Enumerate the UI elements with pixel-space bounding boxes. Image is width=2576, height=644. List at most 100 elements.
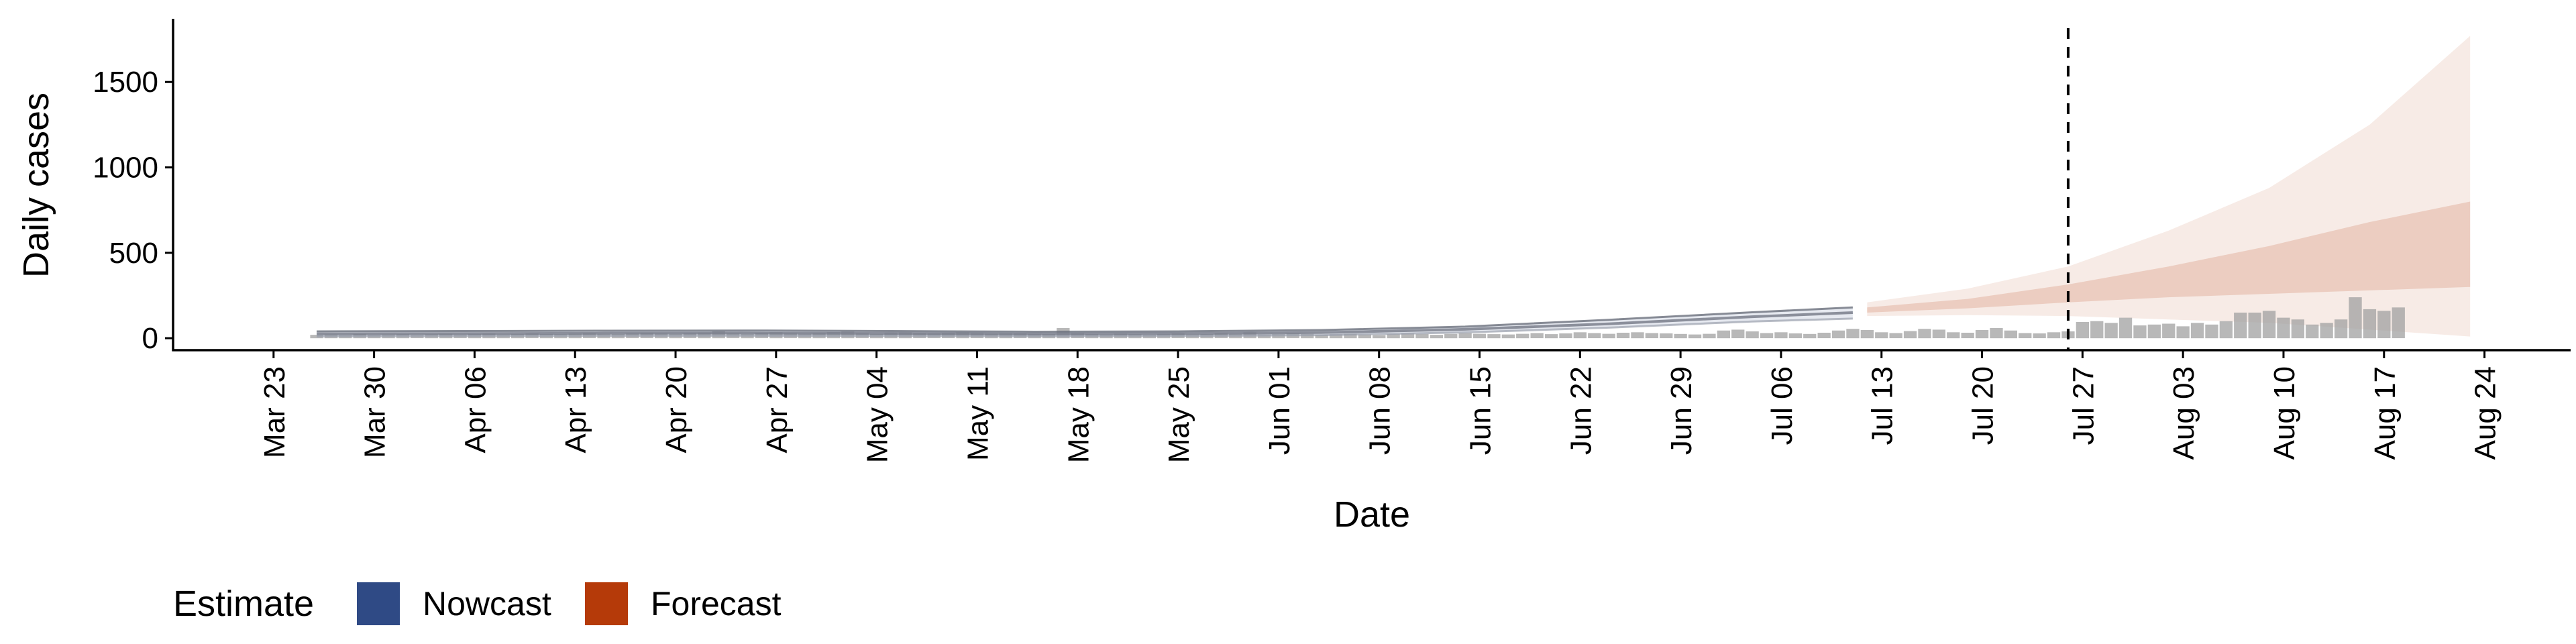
observed-bar <box>1645 333 1658 339</box>
observed-bar <box>1674 333 1687 339</box>
nowcast-median-line <box>316 311 1853 335</box>
observed-bar <box>1631 332 1644 339</box>
y-tick-label: 500 <box>109 237 158 270</box>
legend: Estimate Nowcast Forecast <box>173 582 782 625</box>
observed-bar <box>2377 311 2391 339</box>
x-tick-label: Jun 08 <box>1364 366 1397 455</box>
observed-bar <box>2306 324 2319 339</box>
observed-bar <box>2205 324 2218 339</box>
observed-bar <box>2019 333 2032 339</box>
observed-bar <box>1746 331 1759 339</box>
x-ticks: Mar 23 Mar 30 Apr 06 Apr 13 Apr 20 Apr 27 May … <box>258 350 2502 463</box>
x-tick-label: Jul 06 <box>1766 366 1799 445</box>
observed-bar <box>2047 332 2061 339</box>
observed-bar <box>1731 329 1745 339</box>
x-tick-label: Aug 10 <box>2268 366 2301 460</box>
y-ticks: 0 500 1000 1500 <box>93 66 173 355</box>
forecast-band-90 <box>1867 36 2471 337</box>
observed-bar <box>2090 321 2104 339</box>
observed-bar <box>1573 332 1587 339</box>
observed-bar <box>2190 323 2204 339</box>
nowcast-lower-line <box>316 317 1853 338</box>
observed-bar <box>2104 323 2118 339</box>
observed-bar <box>1458 333 1472 339</box>
observed-bar <box>1760 333 1774 339</box>
x-tick-label: Jun 15 <box>1464 366 1497 455</box>
observed-bar <box>1501 334 1515 339</box>
observed-bar <box>1344 333 1357 339</box>
observed-bar <box>1774 332 1788 339</box>
x-tick-label: Jun 29 <box>1665 366 1698 455</box>
x-tick-label: Apr 27 <box>761 366 794 453</box>
observed-bar <box>2176 326 2190 339</box>
nowcast-bands <box>316 306 1853 338</box>
observed-bar <box>1616 333 1630 339</box>
x-tick-label: May 25 <box>1163 366 1195 463</box>
observed-bar <box>2076 322 2089 339</box>
y-tick-label: 1000 <box>93 152 158 184</box>
legend-label-nowcast: Nowcast <box>423 585 551 623</box>
x-tick-label: Apr 13 <box>559 366 592 453</box>
observed-bar <box>1430 335 1443 339</box>
observed-bar <box>1961 333 1974 339</box>
observed-bar <box>2133 325 2147 339</box>
observed-bar <box>2392 307 2405 339</box>
forecast-bands <box>1867 36 2471 337</box>
x-tick-label: Jun 01 <box>1263 366 1296 455</box>
observed-bar <box>1990 327 2003 339</box>
axes: 0 500 1000 1500 Mar 23 Mar 30 Apr 06 Apr 13 Apr… <box>93 19 2571 463</box>
x-tick-label: Mar 30 <box>359 366 392 458</box>
observed-bar <box>1831 330 1845 339</box>
observed-bar <box>1444 333 1458 339</box>
legend-title: Estimate <box>173 584 314 624</box>
observed-bar <box>1788 333 1802 339</box>
observed-bar <box>1875 332 1888 339</box>
x-tick-label: Apr 06 <box>459 366 492 453</box>
x-tick-label: Mar 23 <box>258 366 291 458</box>
legend-label-forecast: Forecast <box>651 585 782 623</box>
x-tick-label: Jun 22 <box>1564 366 1597 455</box>
x-tick-label: May 18 <box>1062 366 1095 463</box>
observed-bar <box>2291 319 2304 339</box>
observed-bar <box>1688 334 1702 339</box>
observed-bar <box>2033 333 2046 339</box>
nowcast-upper-line <box>316 306 1853 333</box>
observed-bar <box>1329 334 1343 339</box>
observed-bar <box>2147 324 2161 339</box>
observed-bar <box>1660 333 1673 339</box>
x-tick-label: Jul 27 <box>2067 366 2100 445</box>
forecast-band-50 <box>1867 201 2471 313</box>
observed-bar <box>1472 333 1487 339</box>
observed-bar <box>2162 323 2176 339</box>
observed-bar <box>1803 333 1817 339</box>
x-axis-title: Date <box>1334 494 1410 535</box>
observed-bar <box>1415 333 1429 339</box>
x-tick-label: Aug 24 <box>2469 366 2502 460</box>
observed-bar <box>2262 311 2276 339</box>
y-tick-label: 0 <box>142 322 158 355</box>
observed-bar <box>1860 330 1874 339</box>
observed-bar <box>2363 309 2377 339</box>
observed-bar <box>1903 331 1917 339</box>
observed-bar <box>2004 330 2017 339</box>
observed-bar <box>1588 333 1601 339</box>
observed-bar <box>1703 333 1716 339</box>
observed-bar <box>1932 329 1945 339</box>
observed-bar <box>2349 297 2362 339</box>
observed-bar <box>2277 317 2290 339</box>
observed-bar <box>1846 329 1860 339</box>
observed-bar <box>2334 319 2348 339</box>
observed-bar <box>1975 330 1989 339</box>
x-tick-label: Jul 13 <box>1866 366 1899 445</box>
legend-swatch-forecast <box>585 582 628 625</box>
observed-bar <box>2234 313 2247 339</box>
observed-bar <box>1717 330 1730 339</box>
observed-bar <box>1387 334 1400 339</box>
observed-bar <box>2320 323 2333 339</box>
observed-bar <box>1401 333 1415 339</box>
legend-swatch-nowcast <box>357 582 400 625</box>
observed-bar <box>1947 332 1960 339</box>
observed-bar <box>1358 334 1371 339</box>
x-tick-label: Apr 20 <box>660 366 693 453</box>
